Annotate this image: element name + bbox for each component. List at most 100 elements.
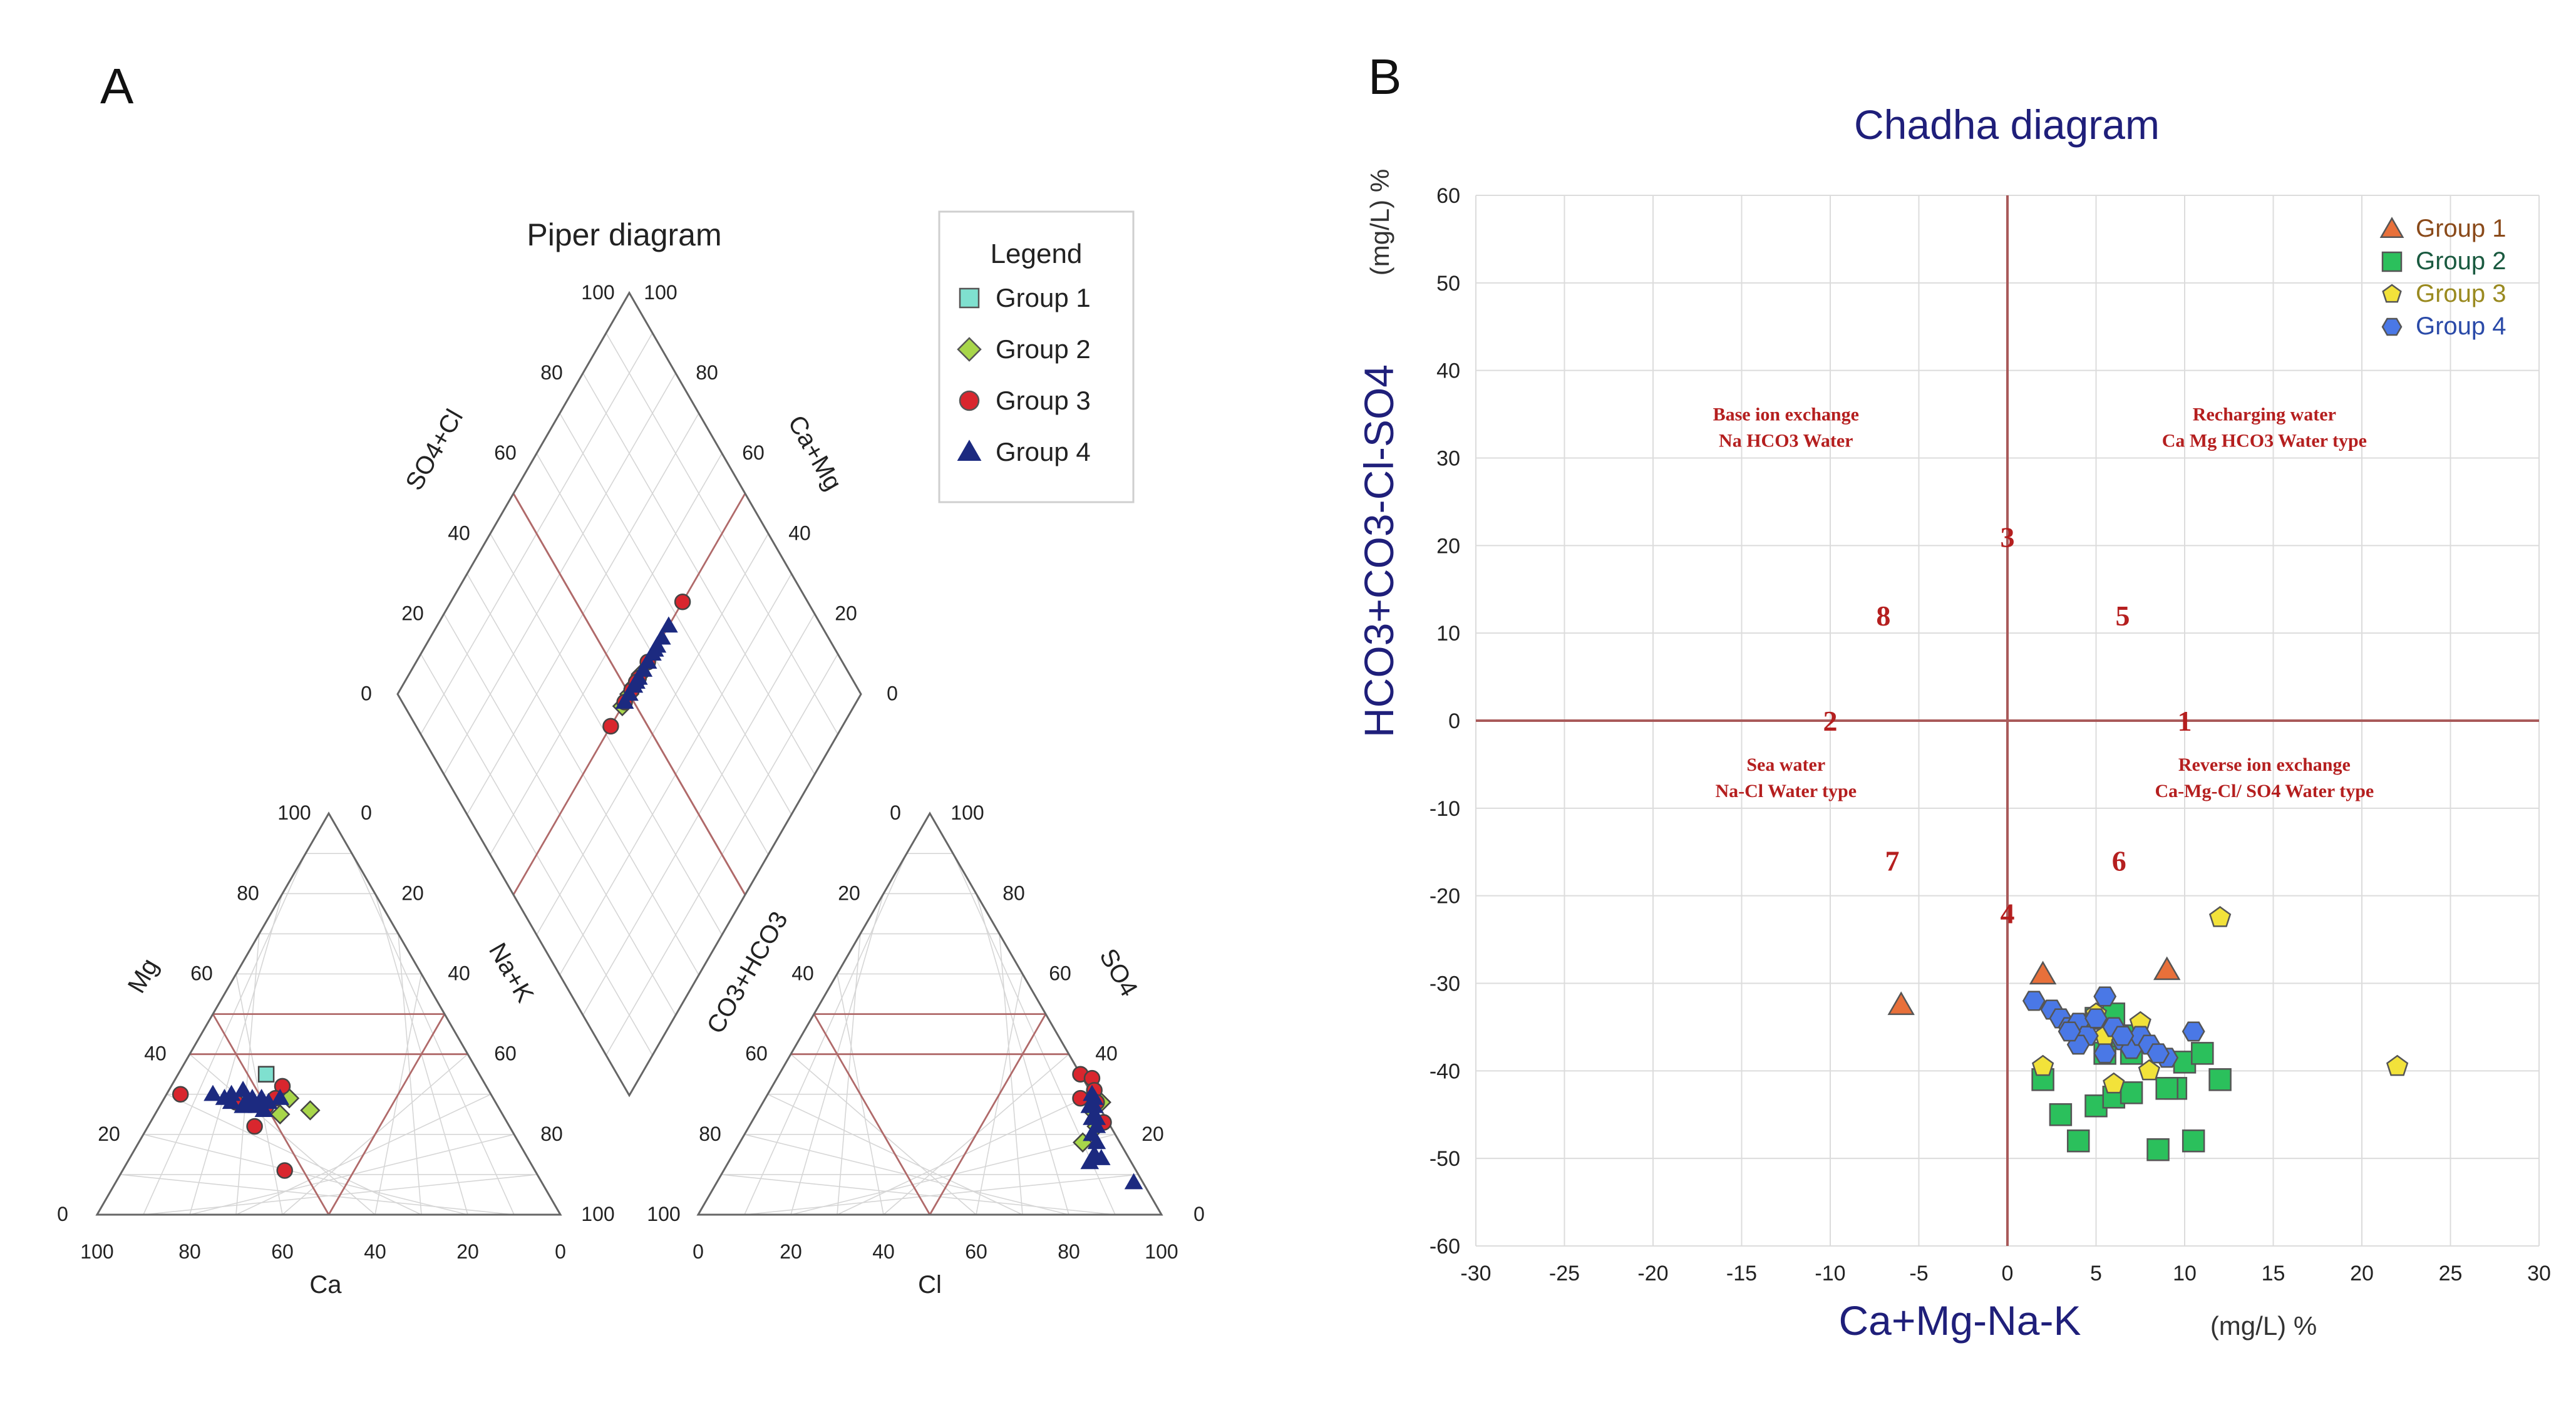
chadha-point-group-3: [2386, 1054, 2409, 1076]
anion-triangle-frame: [696, 811, 1163, 1216]
anion-cl-tick-label: 20: [780, 1240, 802, 1263]
chadha-region-number: 3: [2001, 521, 2015, 553]
cation-point-group-4: [254, 1101, 274, 1117]
chadha-point-group-4: [2084, 1008, 2108, 1029]
chadha-xtick-label: -5: [1909, 1262, 1928, 1285]
piper-tick-labels: 100 0 0 0 100 100 0 100 80 20 20 20 80 80 20 80 60 40 40 40…: [57, 281, 1205, 1263]
cation-point-group-4: [270, 1088, 290, 1105]
diamond-so4cl-tick-label: 60: [494, 441, 517, 464]
anion-so4-tick-label: 60: [1049, 962, 1071, 985]
cation-triangle-frame: [95, 811, 562, 1216]
chadha-xlabel: Ca+Mg-Na-K: [1839, 1297, 2081, 1344]
anion-cl-tick-label: 0: [693, 1240, 704, 1263]
chadha-ytick-label: 40: [1436, 359, 1460, 383]
cation-mg-tick-label: 100: [277, 801, 311, 824]
chadha-ytick-label: -10: [1430, 797, 1460, 821]
anion-axis-cl: Cl: [918, 1271, 942, 1299]
chadha-point-group-2: [2191, 1042, 2214, 1065]
diamond-point-group-4: [659, 616, 678, 633]
chadha-point-group-4: [2111, 1026, 2135, 1046]
diamond-so4cl-tick-label: 40: [448, 522, 470, 544]
chadha-ytick-label: 20: [1436, 534, 1460, 558]
cation-point-group-3: [246, 1118, 263, 1135]
chadha-point-group-4: [2182, 1021, 2205, 1042]
chadha-point-group-1: [2029, 960, 2057, 985]
chadha-region-number: 4: [2001, 898, 2015, 930]
anion-so4-tick-label: 40: [1095, 1042, 1118, 1065]
anion-point-group-4: [1080, 1096, 1100, 1113]
cation-nak-tick-label: 60: [494, 1042, 517, 1065]
chadha-ylabel-unit: (mg/L) %: [1365, 169, 1394, 275]
anion-so4-tick-label: 100: [951, 801, 984, 824]
diamond-camg-tick-label: 60: [742, 441, 765, 464]
cation-nak-tick-label: 0: [361, 801, 372, 824]
chadha-ytick-label: 60: [1436, 184, 1460, 208]
anion-co3hco3-tick-label: 100: [647, 1203, 680, 1225]
chadha-ytick-label: -50: [1430, 1147, 1460, 1171]
cation-ca-tick-label: 0: [555, 1240, 566, 1263]
chadha-point-group-3: [2208, 906, 2232, 927]
classification-line: [327, 1013, 446, 1215]
piper-legend-label: Group 1: [996, 283, 1091, 312]
chadha-region-number: 2: [1823, 705, 1838, 737]
anion-axis-co3hco3: CO3+HCO3: [702, 907, 793, 1039]
chadha-point-group-2: [2120, 1081, 2143, 1104]
piper-legend-title: Legend: [991, 239, 1083, 269]
chadha-region-number: 1: [2178, 705, 2192, 737]
classification-line: [813, 1013, 931, 1215]
chadha-ytick-label: 0: [1448, 709, 1460, 733]
chadha-annotations: Base ion exchange Na HCO3 Water Recharging…: [1713, 404, 2374, 930]
chadha-legend-label: Group 1: [2416, 215, 2506, 242]
chadha-point-group-4: [2146, 1043, 2170, 1064]
chadha-point-group-2: [2208, 1068, 2232, 1091]
piper-legend-label: Group 4: [996, 437, 1091, 466]
chadha-region-label: Ca-Mg-Cl/ SO4 Water type: [2155, 781, 2374, 801]
cation-point-group-1: [257, 1066, 275, 1083]
diamond-point-group-3: [674, 593, 691, 610]
chadha-region-label: Sea water: [1746, 754, 1825, 775]
chadha-tick-labels: -30 -25 -20 -15 -10 -5 0 5 10 15 20 25 30-60-50-40-3…: [1430, 184, 2551, 1285]
cation-point-group-4: [234, 1081, 252, 1097]
anion-co3hco3-tick-label: 0: [890, 801, 901, 824]
piper-points: [172, 593, 1143, 1190]
cation-nak-tick-label: 20: [401, 882, 424, 904]
chadha-point-group-2: [2066, 1129, 2090, 1153]
anion-co3hco3-tick-label: 20: [838, 882, 860, 904]
chadha-legend: Group 1 Group 2 Group 3 Group 4: [2379, 215, 2506, 340]
diamond-camg-tick-label: 40: [788, 522, 811, 544]
chadha-region-number: 6: [2112, 845, 2126, 877]
chadha-xtick-label: 0: [2002, 1262, 2014, 1285]
piper-legend-marker-square: [959, 287, 980, 309]
piper-legend-items: Group 1 Group 2 Group 3 Group 4: [957, 283, 1091, 466]
anion-point-group-4: [1087, 1133, 1106, 1150]
chadha-legend-label: Group 2: [2416, 247, 2506, 275]
cation-point-group-2: [270, 1104, 291, 1125]
cation-ca-tick-label: 40: [364, 1240, 386, 1263]
cation-mg-tick-label: 80: [237, 882, 259, 904]
piper-title: Piper diagram: [527, 217, 721, 252]
chadha-point-group-1: [2153, 956, 2181, 980]
diamond-camg-tick-label: 100: [644, 281, 677, 304]
cation-point-group-4: [240, 1093, 260, 1109]
chadha-region-label: Na-Cl Water type: [1715, 781, 1857, 801]
cation-axis-nak: Na+K: [483, 939, 539, 1007]
anion-point-group-4: [1083, 1109, 1101, 1125]
chadha-quadrant-lines: [1476, 195, 2539, 1246]
chadha-ytick-label: 50: [1436, 272, 1460, 296]
cation-point-group-2: [300, 1100, 321, 1121]
anion-so4-tick-label: 0: [1193, 1203, 1205, 1225]
cation-mg-tick-label: 20: [98, 1123, 120, 1145]
cation-axis-ca: Ca: [309, 1271, 342, 1299]
chadha-point-group-2: [2049, 1103, 2073, 1126]
anion-co3hco3-tick-label: 60: [745, 1042, 768, 1065]
chadha-points: [1887, 906, 2409, 1161]
chadha-xtick-label: 15: [2262, 1262, 2285, 1285]
chadha-legend-label: Group 4: [2416, 312, 2506, 340]
anion-so4-tick-label: 80: [1002, 882, 1025, 904]
chadha-xlabel-unit: (mg/L) %: [2210, 1311, 2317, 1341]
cation-mg-tick-label: 0: [57, 1203, 68, 1225]
cation-nak-tick-label: 80: [540, 1123, 563, 1145]
chadha-legend-marker-square: [2381, 251, 2403, 272]
panel-label-a: A: [100, 58, 134, 114]
diamond-so4cl-tick-label: 80: [540, 361, 563, 384]
